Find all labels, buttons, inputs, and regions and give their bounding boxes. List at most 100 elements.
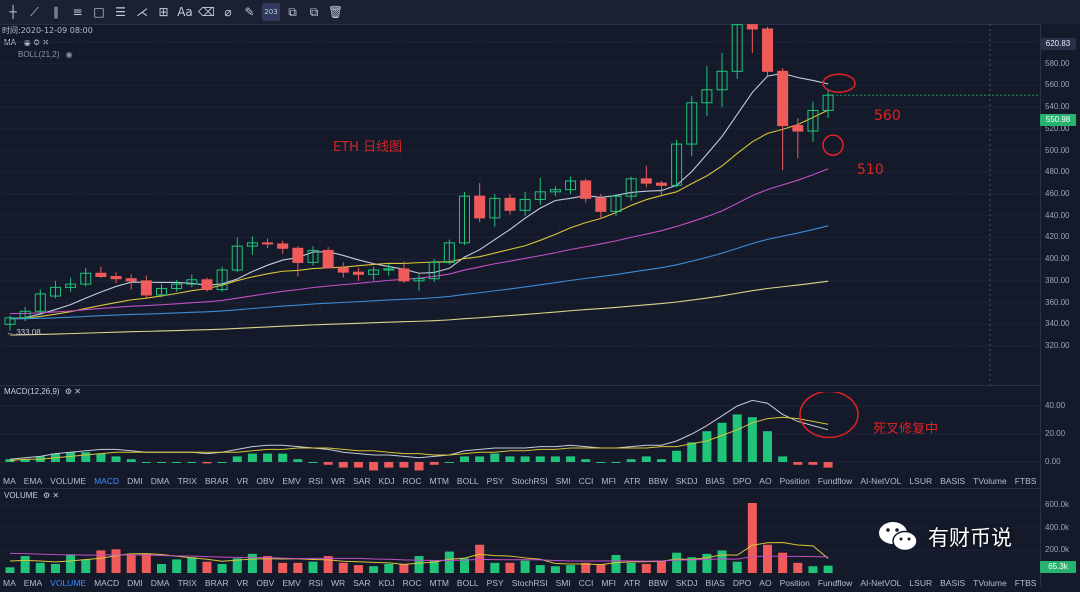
indicator-tab-bottom-skdj[interactable]: SKDJ	[675, 578, 698, 588]
volume-label[interactable]: VOLUME ⚙ ✕	[4, 491, 59, 500]
indicator-tab-roc[interactable]: ROC	[402, 476, 422, 486]
rectangle-icon[interactable]: □	[93, 5, 105, 19]
trash-icon[interactable]: 🗑	[327, 5, 344, 19]
indicator-tab-dpo[interactable]: DPO	[732, 476, 752, 486]
zoom-icon[interactable]: 203	[262, 3, 280, 21]
indicator-tab-bottom-dmi[interactable]: DMI	[127, 578, 143, 588]
indicator-tab-skdj[interactable]: SKDJ	[675, 476, 698, 486]
indicator-tab-bottom-mfi[interactable]: MFI	[601, 578, 616, 588]
gear-icon[interactable]: ⚙ ✕	[43, 491, 60, 500]
eraser-icon[interactable]: ⌀	[224, 5, 232, 19]
indicator-tab-ao[interactable]: AO	[759, 476, 772, 486]
boll-legend[interactable]: BOLL(21,2) ◉	[18, 50, 73, 59]
indicator-tab-bbw[interactable]: BBW	[648, 476, 668, 486]
indicator-tab-bias[interactable]: BIAS	[705, 476, 725, 486]
indicator-tab-position[interactable]: Position	[779, 476, 810, 486]
pattern-icon[interactable]: ⋌	[136, 5, 148, 19]
indicator-tab-bottom-trix[interactable]: TRIX	[177, 578, 197, 588]
indicator-tab-bottom-obv[interactable]: OBV	[256, 578, 275, 588]
indicator-tab-bottom-cci[interactable]: CCI	[578, 578, 594, 588]
fib-icon[interactable]: ∥	[53, 5, 59, 19]
indicator-tab-atr[interactable]: ATR	[624, 476, 641, 486]
indicator-tab-bottom-ma[interactable]: MA	[3, 578, 16, 588]
indicator-tab-bottom-volume[interactable]: VOLUME	[50, 578, 87, 588]
macd-chart[interactable]	[0, 392, 1040, 472]
indicator-tab-bottom-rsi[interactable]: RSI	[308, 578, 323, 588]
indicator-tab-trix[interactable]: TRIX	[177, 476, 197, 486]
indicator-tab-bottom-stochrsi[interactable]: StochRSI	[511, 578, 548, 588]
indicator-tab-bottom-ao[interactable]: AO	[759, 578, 772, 588]
indicator-tab-bottom-atr[interactable]: ATR	[624, 578, 641, 588]
eye-icon[interactable]: ◉	[65, 50, 73, 59]
indicator-tab-macd[interactable]: MACD	[94, 476, 120, 486]
text-lines-icon[interactable]: ☰	[115, 5, 126, 19]
indicator-tab-bottom-psy[interactable]: PSY	[486, 578, 504, 588]
indicator-tab-cci[interactable]: CCI	[578, 476, 594, 486]
indicator-tab-ai-netvol[interactable]: AI-NetVOL	[860, 476, 902, 486]
indicator-tab-dma[interactable]: DMA	[150, 476, 170, 486]
indicator-tab-ma[interactable]: MA	[3, 476, 16, 486]
indicator-tab-smi[interactable]: SMI	[555, 476, 571, 486]
indicator-tab-dmi[interactable]: DMI	[127, 476, 143, 486]
indicator-tab-bottom-boll[interactable]: BOLL	[456, 578, 479, 588]
indicator-tab-bottom-wr[interactable]: WR	[330, 578, 346, 588]
macd-label[interactable]: MACD(12,26,9) ⚙ ✕	[4, 387, 81, 396]
trend-line-icon[interactable]: ⟋	[30, 5, 39, 19]
indicator-tab-mfi[interactable]: MFI	[601, 476, 616, 486]
indicator-tab-obv[interactable]: OBV	[256, 476, 275, 486]
indicator-tab-bottom-ema[interactable]: EMA	[23, 578, 43, 588]
indicator-tab-bottom-smi[interactable]: SMI	[555, 578, 571, 588]
indicator-tab-ema[interactable]: EMA	[23, 476, 43, 486]
indicator-tab-bottom-vr[interactable]: VR	[236, 578, 249, 588]
indicator-tab-bottom-bias[interactable]: BIAS	[705, 578, 725, 588]
indicator-tab-bottom-mtm[interactable]: MTM	[429, 578, 449, 588]
indicator-tab-ftbs[interactable]: FTBS	[1014, 476, 1037, 486]
copy-icon[interactable]: ⧉	[309, 5, 319, 19]
indicator-tab-bottom-bbw[interactable]: BBW	[648, 578, 668, 588]
measure-icon[interactable]: ⊞	[158, 5, 169, 19]
indicator-tab-bottom-position[interactable]: Position	[779, 578, 810, 588]
indicator-tab-volume[interactable]: VOLUME	[50, 476, 87, 486]
indicator-tab-bottom-sar[interactable]: SAR	[353, 578, 371, 588]
indicator-tab-kdj[interactable]: KDJ	[378, 476, 395, 486]
indicator-tab-bottom-tvolume[interactable]: TVolume	[973, 578, 1007, 588]
indicator-tab-bottom-kdj[interactable]: KDJ	[378, 578, 395, 588]
divider[interactable]	[0, 385, 1040, 386]
indicator-tab-basis[interactable]: BASIS	[940, 476, 966, 486]
price-axis[interactable]: 600.00580.00560.00540.00520.00500.00480.…	[1040, 24, 1080, 586]
crosshair-icon[interactable]: ┼	[9, 5, 17, 19]
gear-icon[interactable]: ⚙ ✕	[64, 387, 81, 396]
lock-icon[interactable]: ⧉	[288, 5, 297, 19]
indicator-tab-mtm[interactable]: MTM	[429, 476, 449, 486]
indicator-tab-bottom-emv[interactable]: EMV	[282, 578, 301, 588]
indicator-tab-vr[interactable]: VR	[236, 476, 249, 486]
price-chart[interactable]: 622.1← 333.08	[0, 24, 1040, 389]
indicator-tab-bottom-fundflow[interactable]: Fundflow	[817, 578, 853, 588]
indicator-tab-tvolume[interactable]: TVolume	[973, 476, 1007, 486]
brush-icon[interactable]: ⌫	[198, 5, 215, 19]
indicator-tab-brar[interactable]: BRAR	[204, 476, 229, 486]
indicator-tab-rsi[interactable]: RSI	[308, 476, 323, 486]
indicator-tab-bottom-ai-netvol[interactable]: AI-NetVOL	[860, 578, 902, 588]
channel-icon[interactable]: ≡	[72, 5, 83, 19]
indicator-tab-lsur[interactable]: LSUR	[909, 476, 933, 486]
indicator-tab-wr[interactable]: WR	[330, 476, 346, 486]
indicator-tab-bottom-basis[interactable]: BASIS	[940, 578, 966, 588]
font-icon[interactable]: Aa	[177, 5, 193, 19]
indicator-tab-psy[interactable]: PSY	[486, 476, 504, 486]
ruler-icon[interactable]: ✎	[244, 5, 255, 19]
indicator-tab-bottom-macd[interactable]: MACD	[94, 578, 120, 588]
volume-chart[interactable]	[0, 497, 1040, 577]
indicator-tab-fundflow[interactable]: Fundflow	[817, 476, 853, 486]
indicator-tab-boll[interactable]: BOLL	[456, 476, 479, 486]
indicator-tab-sar[interactable]: SAR	[353, 476, 371, 486]
indicator-tab-bottom-ftbs[interactable]: FTBS	[1014, 578, 1037, 588]
indicator-tab-bottom-lsur[interactable]: LSUR	[909, 578, 933, 588]
indicator-tab-bottom-brar[interactable]: BRAR	[204, 578, 229, 588]
indicator-tab-bottom-dpo[interactable]: DPO	[732, 578, 752, 588]
indicator-tab-bottom-roc[interactable]: ROC	[402, 578, 422, 588]
indicator-tab-emv[interactable]: EMV	[282, 476, 301, 486]
indicator-tab-bottom-dma[interactable]: DMA	[150, 578, 170, 588]
divider[interactable]	[0, 488, 1040, 489]
indicator-tab-stochrsi[interactable]: StochRSI	[511, 476, 548, 486]
